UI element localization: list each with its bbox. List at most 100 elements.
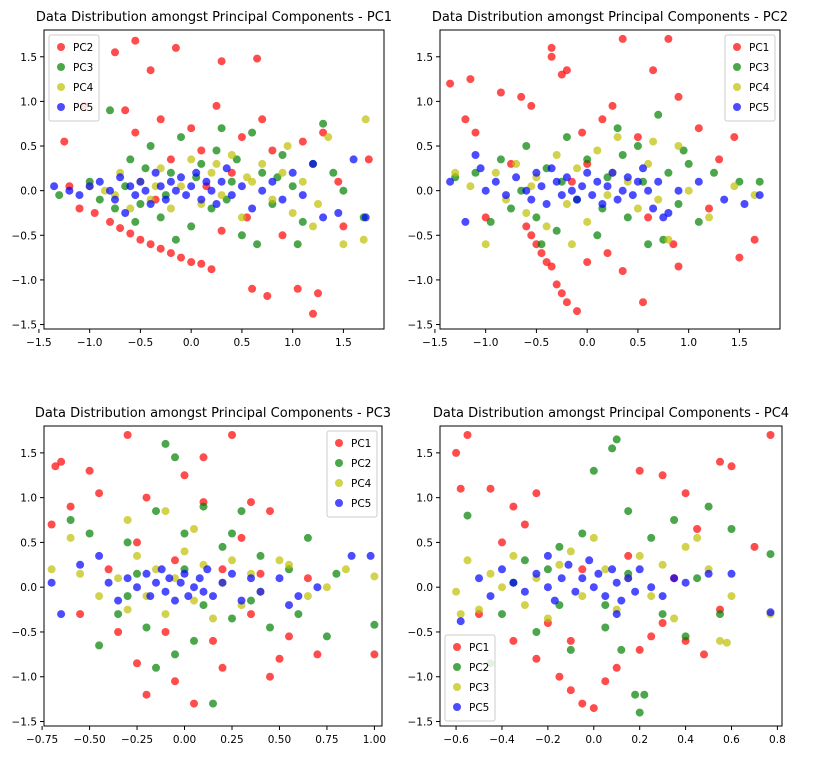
point-pc5-10 <box>136 177 145 186</box>
point-pc1-10 <box>562 66 571 75</box>
point-pc3-15 <box>623 213 632 222</box>
point-pc4-30 <box>314 200 322 208</box>
point-pc4-0 <box>47 565 56 574</box>
point-pc5-18 <box>612 578 621 587</box>
point-pc2-27 <box>123 592 132 601</box>
point-pc4-16 <box>228 556 236 565</box>
point-pc2-21 <box>187 124 196 133</box>
point-pc3-4 <box>126 155 135 164</box>
point-pc5-6 <box>512 173 521 182</box>
point-pc3-5 <box>522 142 531 150</box>
legend-marker-pc4 <box>733 83 741 91</box>
point-pc5-4 <box>114 596 123 605</box>
point-pc2-11 <box>190 636 198 645</box>
point-pc1-27 <box>573 307 581 316</box>
y-tick-label: −1.5 <box>12 717 38 729</box>
point-pc5-19 <box>583 168 592 177</box>
point-pc4-27 <box>190 525 198 533</box>
chart-title: Data Distribution amongst Principal Comp… <box>35 406 391 421</box>
point-pc2-29 <box>228 529 236 538</box>
point-pc2-13 <box>209 699 217 708</box>
point-pc5-38 <box>349 155 358 164</box>
point-pc4-24 <box>359 235 368 244</box>
point-pc1-12 <box>498 538 506 547</box>
y-tick-label: 1.0 <box>416 493 433 505</box>
point-pc4-29 <box>567 240 576 249</box>
point-pc2-12 <box>199 502 208 511</box>
point-pc2-21 <box>681 632 690 641</box>
point-pc4-5 <box>123 605 132 614</box>
y-tick-label: 1.0 <box>20 493 37 505</box>
point-pc1-7 <box>66 502 75 511</box>
point-pc1-9 <box>716 457 724 466</box>
point-pc1-8 <box>681 489 690 498</box>
point-pc5-16 <box>166 177 175 186</box>
point-pc5-5 <box>123 574 132 583</box>
point-pc1-22 <box>589 704 598 713</box>
axes-frame <box>43 29 385 330</box>
x-tick-label: −0.25 <box>121 734 153 746</box>
point-pc3-17 <box>647 592 656 601</box>
axes-frame <box>439 29 781 330</box>
point-pc4-11 <box>207 168 216 177</box>
point-pc3-4 <box>507 204 515 213</box>
point-pc3-19 <box>664 168 673 177</box>
point-pc5-8 <box>146 592 155 601</box>
point-pc4-0 <box>451 168 460 177</box>
point-pc5-3 <box>85 182 94 191</box>
point-pc5-26 <box>681 578 690 587</box>
point-pc5-25 <box>613 195 622 204</box>
x-tick-label: 1.5 <box>335 337 352 349</box>
point-pc5-26 <box>618 186 627 195</box>
y-tick-label: −0.5 <box>12 627 38 639</box>
y-tick-label: −1.0 <box>12 275 38 287</box>
point-pc5-23 <box>647 583 656 592</box>
point-pc5-5 <box>502 191 510 200</box>
point-pc2-10 <box>601 623 610 632</box>
point-pc2-41 <box>197 146 206 155</box>
point-pc5-16 <box>567 186 576 195</box>
point-pc5-24 <box>658 592 667 601</box>
point-pc1-26 <box>647 632 656 641</box>
point-pc5-17 <box>573 195 581 204</box>
point-pc2-20 <box>670 516 679 524</box>
x-tick-label: −1.0 <box>77 337 103 349</box>
y-tick-label: −0.5 <box>408 230 434 242</box>
point-pc1-7 <box>658 471 667 480</box>
point-pc3-13 <box>217 124 226 133</box>
point-pc1-16 <box>76 610 85 619</box>
point-pc2-10 <box>180 529 189 538</box>
point-pc3-33 <box>131 217 140 226</box>
point-pc3-27 <box>456 610 465 619</box>
point-pc2-28 <box>199 601 208 610</box>
point-pc5-7 <box>543 583 552 592</box>
point-pc4-7 <box>166 204 175 213</box>
point-pc3-6 <box>520 601 529 610</box>
data-points <box>446 34 764 316</box>
point-pc2-7 <box>253 54 262 63</box>
point-pc5-0 <box>57 610 66 619</box>
point-pc3-11 <box>578 592 587 601</box>
y-tick-label: 0.0 <box>20 582 37 594</box>
point-pc2-33 <box>217 226 226 235</box>
point-pc3-3 <box>496 155 505 164</box>
point-pc1-17 <box>509 636 518 645</box>
y-tick-label: −1.5 <box>408 717 434 729</box>
point-pc1-24 <box>275 654 284 663</box>
point-pc5-9 <box>557 574 566 583</box>
legend: PC1 PC2 PC4 PC5 <box>326 430 378 518</box>
y-tick-label: 1.5 <box>20 52 37 64</box>
point-pc5-37 <box>334 209 343 217</box>
point-pc5-18 <box>578 182 587 191</box>
y-tick-label: −1.5 <box>12 320 38 332</box>
point-pc3-13 <box>601 565 610 574</box>
point-pc5-3 <box>498 565 506 574</box>
point-pc5-4 <box>491 177 500 186</box>
point-pc5-5 <box>106 186 114 195</box>
legend-marker-pc4 <box>57 83 65 91</box>
point-pc5-12 <box>547 164 556 173</box>
point-pc4-14 <box>209 614 217 623</box>
point-pc5-31 <box>366 551 375 560</box>
point-pc3-0 <box>452 587 461 596</box>
point-pc5-29 <box>766 608 775 617</box>
